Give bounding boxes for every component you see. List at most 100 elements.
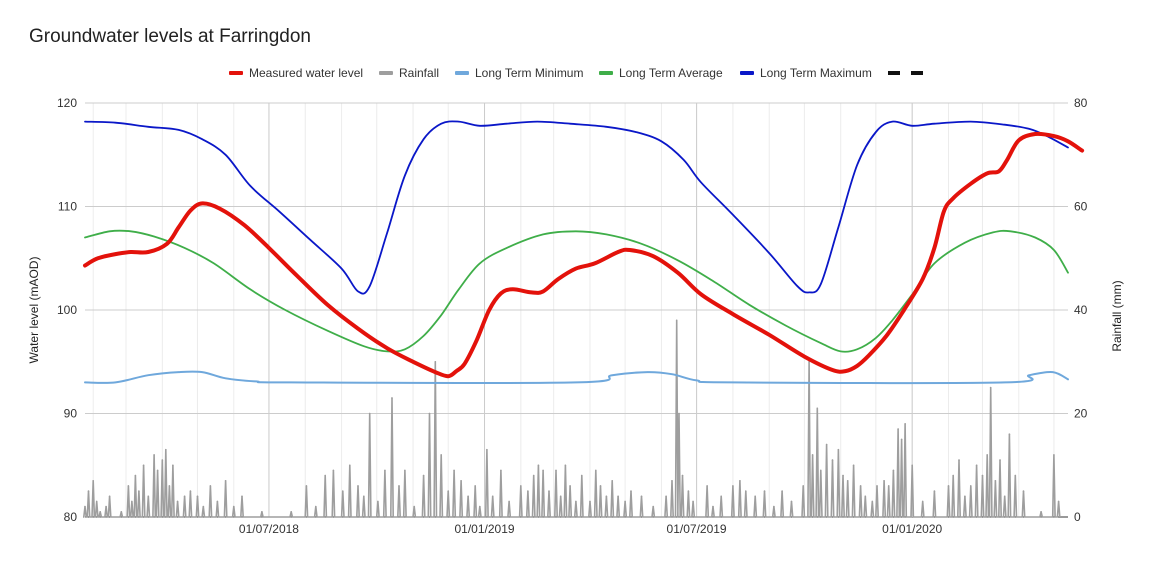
rain-point [630,490,632,492]
legend-item-rainfall[interactable]: Rainfall [379,63,439,83]
rain-point [460,479,462,482]
long-term-maximum-point [820,284,821,285]
long-term-average-point [1035,237,1036,238]
long-term-average-point [875,337,876,338]
series-measured-water-level [83,131,1085,379]
measured-water-level-point [489,309,490,310]
rain-point [232,505,235,508]
y-right-tick-label: 60 [1074,200,1088,214]
rain-point [479,505,481,508]
long-term-average-point [992,232,993,233]
measured-water-level-point [868,355,869,356]
long-term-average-point [641,243,642,244]
rain-point [377,500,379,503]
long-term-maximum-point [808,292,809,293]
measured-water-level-point [435,372,436,373]
measured-water-level-point [1053,136,1054,137]
legend-swatch-minimum [455,71,469,75]
long-term-minimum-point [647,372,648,373]
rain-point [678,412,680,415]
series-rainfall [83,319,1061,518]
long-term-minimum-point [612,375,613,376]
measured-water-level-point [387,348,388,349]
rain-point [305,485,308,487]
measured-water-level-point [575,268,576,269]
rain-point [897,428,899,430]
rain-point [883,479,885,482]
rain-point [161,459,164,461]
rain-point [92,479,95,482]
long-term-minimum-point [115,382,116,383]
rain-point [209,485,212,487]
y-left-tick-label: 80 [64,510,78,524]
long-term-minimum-point [732,382,733,383]
rain-point [720,495,722,498]
long-term-average-point [327,330,328,331]
measured-water-level-point [327,304,328,305]
legend-item-long-term-average[interactable]: Long Term Average [599,63,723,83]
rain-point [846,479,849,482]
rain-point [819,469,822,472]
legend-label: Measured water level [249,66,364,80]
long-term-maximum-point [309,239,310,240]
long-term-average-point [213,263,214,264]
rain-point [859,485,862,487]
long-term-minimum-point [255,381,256,382]
rain-point [196,495,199,498]
long-term-average-point [387,351,388,352]
measured-water-level-point [970,183,971,184]
long-term-maximum-point [838,227,839,228]
measured-water-level-point [832,369,833,370]
rain-point [357,485,359,487]
rain-point [241,495,243,498]
series-long-term-average [84,229,1069,353]
rain-point [176,500,179,503]
legend-item-measured-water-level[interactable]: Measured water level [229,63,363,83]
rain-point [99,511,102,513]
rain-point [816,407,819,410]
long-term-maximum-point [606,126,607,127]
rain-point [491,495,494,498]
rain-point [156,469,159,472]
legend: Measured water level Rainfall Long Term … [0,63,1152,83]
long-term-minimum-point [575,382,576,383]
long-term-maximum-point [701,182,702,183]
rain-point [315,505,317,508]
long-term-maximum-point [797,286,798,287]
rain-point [189,490,192,492]
rain-point [368,412,371,415]
rain-point [652,505,655,508]
rain-point [224,479,227,482]
rain-point [1040,511,1042,513]
rain-point [486,448,488,451]
measured-water-level-point [998,171,999,172]
rain-point [781,490,783,492]
rain-point [837,448,840,451]
rain-point [467,495,469,498]
rain-point [802,485,805,487]
rain-point [904,423,906,425]
rain-point [474,485,476,487]
legend-item-long-term-minimum[interactable]: Long Term Minimum [455,63,583,83]
legend-item-long-term-maximum[interactable]: Long Term Maximum [740,63,872,83]
chart-title: Groundwater levels at Farringdon [29,26,311,47]
rain-point [542,469,544,472]
long-term-average-point [575,231,576,232]
legend-swatch-measured [229,71,243,75]
measured-water-level-point [769,334,770,335]
long-term-maximum-point [225,154,226,155]
measured-water-level-point [903,309,904,310]
y-left-tick-label: 90 [64,407,78,421]
measured-water-level-point [953,198,954,199]
long-term-maximum-point [178,129,179,130]
long-term-average-point [250,289,251,290]
rain-point [147,495,150,498]
measured-water-level-point [1006,159,1007,160]
measured-water-level-point [531,292,532,293]
rain-point [1057,500,1060,503]
long-term-maximum-point [84,121,85,122]
measured-water-level-point [732,314,733,315]
measured-water-level-point [857,365,858,366]
rain-point [216,500,219,503]
long-term-maximum-point [892,121,893,122]
